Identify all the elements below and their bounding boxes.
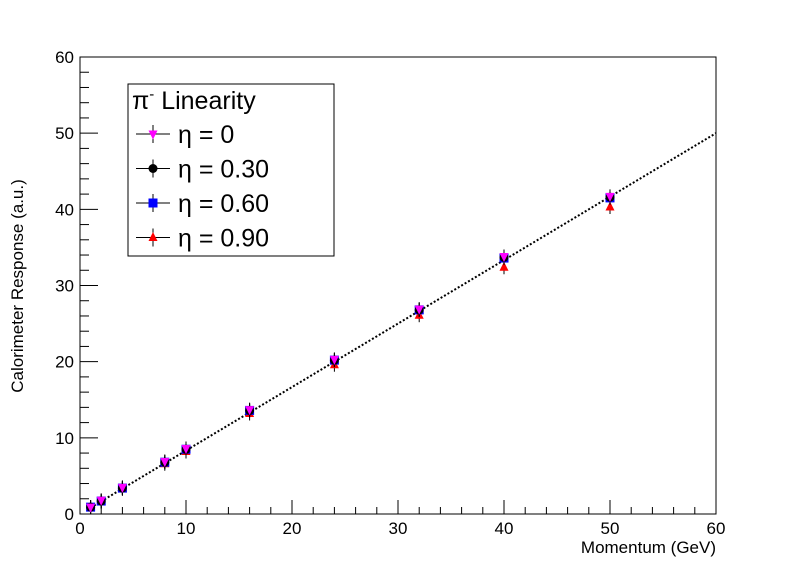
- legend: π- Linearity η = 0 η = 0.30 η = 0.60 η = 0.…: [127, 83, 335, 257]
- legend-label: η = 0.30: [178, 156, 269, 184]
- legend-marker: [148, 198, 158, 208]
- legend-title-superscript: -: [149, 86, 154, 103]
- legend-label: η = 0.60: [178, 190, 269, 218]
- data-point: [86, 503, 96, 513]
- x-tick-label: 0: [75, 519, 84, 538]
- y-tick-label: 60: [55, 48, 74, 67]
- data-point: [181, 444, 191, 454]
- legend-entries: η = 0 η = 0.30 η = 0.60 η = 0.90: [136, 121, 269, 253]
- legend-entry-2: η = 0.60: [136, 190, 269, 218]
- data-point: [605, 201, 615, 211]
- series-0: [86, 189, 615, 515]
- y-tick-label: 20: [55, 353, 74, 372]
- x-axis-label: Momentum (GeV): [581, 538, 716, 557]
- data-point: [414, 305, 424, 315]
- y-tick-label: 50: [55, 124, 74, 143]
- y-tick-label: 0: [65, 505, 74, 524]
- legend-title-symbol: π: [132, 87, 149, 115]
- x-tick-label: 60: [707, 519, 726, 538]
- data-point: [117, 483, 127, 493]
- fit-line: [90, 132, 717, 509]
- data-point: [499, 253, 509, 263]
- legend-marker: [148, 232, 158, 241]
- x-tick-label: 30: [389, 519, 408, 538]
- legend-box: [127, 83, 335, 257]
- data-point: [329, 355, 339, 365]
- x-tick-label: 20: [283, 519, 302, 538]
- y-tick-label: 40: [55, 200, 74, 219]
- data-points-layer: [86, 189, 615, 515]
- data-point: [499, 261, 509, 271]
- legend-label: η = 0.90: [178, 225, 269, 253]
- legend-entry-3: η = 0.90: [136, 225, 269, 253]
- fit-line-layer: [90, 132, 717, 509]
- y-tick-label: 10: [55, 429, 74, 448]
- legend-label: η = 0: [178, 121, 234, 149]
- data-point: [96, 496, 106, 506]
- legend-entry-0: η = 0: [136, 121, 234, 149]
- legend-marker: [148, 130, 158, 140]
- legend-title-text: Linearity: [154, 87, 256, 115]
- y-axis-label: Calorimeter Response (a.u.): [8, 179, 27, 393]
- axis-ticks: 0 10 20 30 40 50 60 0 10 20 30 40 50 60: [55, 48, 725, 538]
- y-tick-label: 30: [55, 277, 74, 296]
- data-point: [605, 192, 615, 202]
- x-tick-label: 10: [177, 519, 196, 538]
- x-tick-label: 40: [495, 519, 514, 538]
- data-point: [160, 457, 170, 467]
- legend-entry-1: η = 0.30: [136, 156, 269, 184]
- data-point: [245, 406, 255, 416]
- legend-marker: [148, 164, 158, 173]
- x-tick-label: 50: [601, 519, 620, 538]
- legend-title: π- Linearity: [132, 86, 256, 115]
